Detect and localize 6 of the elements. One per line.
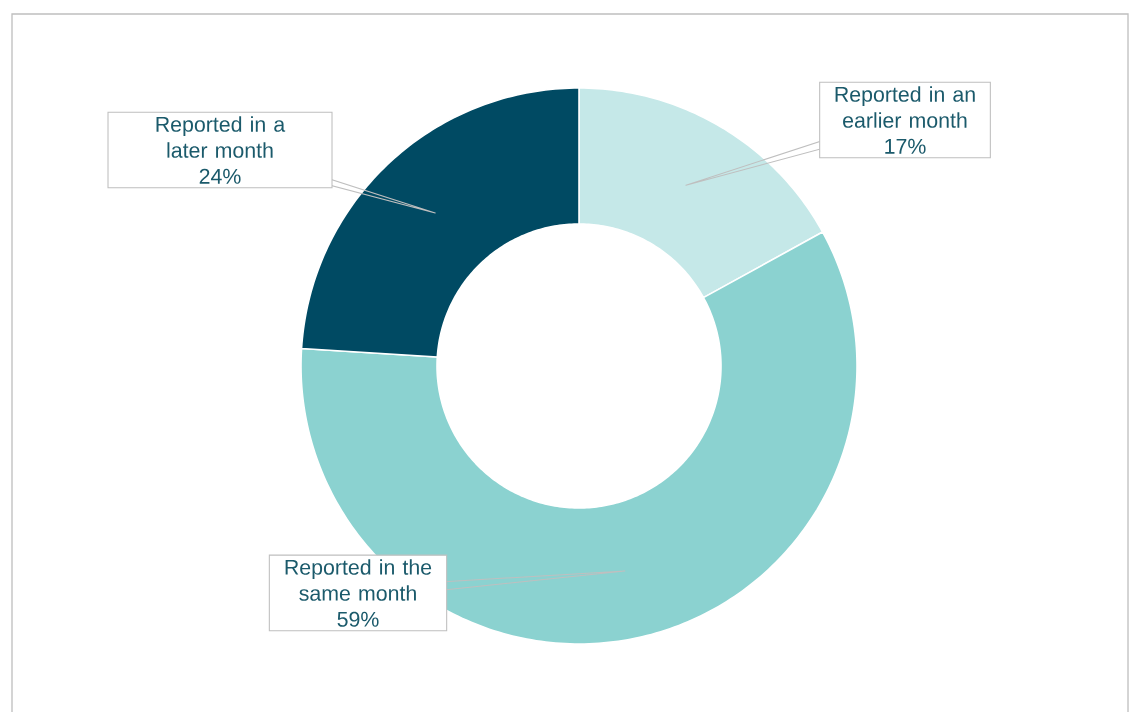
data-label: 59%: [337, 611, 379, 627]
data-label: 24%: [199, 168, 241, 184]
slice-label: Reported in a later month: [156, 116, 286, 159]
slice-label: Reported in the same month: [285, 559, 432, 601]
data-label: 17%: [885, 139, 926, 154]
slice-label: Reported in an earlier month: [835, 86, 975, 129]
